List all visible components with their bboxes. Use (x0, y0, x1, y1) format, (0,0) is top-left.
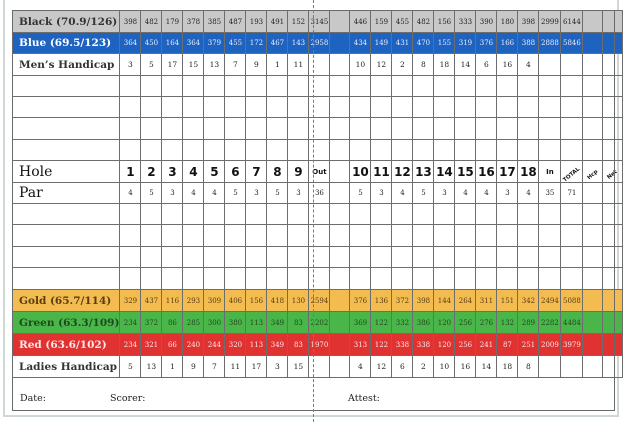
hole-value: 338 (391, 333, 414, 356)
hole-value: 241 (475, 333, 498, 356)
hole-value: 256 (454, 333, 477, 356)
hole-value: 83 (287, 333, 310, 356)
row-blue: Blue (69.5/123) 364 450 164 364 379 455 172 467 1… (11, 32, 624, 54)
hole-value: 390 (475, 10, 498, 33)
hole-value: 437 (140, 289, 163, 312)
hole-value: 86 (161, 311, 184, 334)
hole-value: 338 (412, 333, 435, 356)
net-cell (602, 10, 624, 33)
row-label: Black (70.9/126) (11, 10, 121, 33)
hole-value: 349 (266, 333, 289, 356)
hole-number: 15 (454, 160, 477, 183)
score-entry-row[interactable] (11, 139, 624, 161)
hole-value: 470 (412, 32, 435, 54)
grand-total: 5088 (560, 289, 584, 312)
hole-value: 398 (412, 289, 435, 312)
hole-value: 446 (349, 10, 372, 33)
hole-value: 309 (203, 289, 226, 312)
row-label: Red (63.6/102) (11, 333, 121, 356)
scorecard-table: Black (70.9/126) 398 482 179 378 385 487 193 491… (11, 10, 624, 378)
hcp-cell (582, 333, 604, 356)
hole-value: 87 (496, 333, 519, 356)
hole-value: 450 (140, 32, 163, 54)
hole-value: 113 (245, 311, 268, 334)
hole-value: 256 (454, 311, 477, 334)
grand-total: 6144 (560, 10, 584, 33)
hole-value: 300 (203, 311, 226, 334)
spacer-cell (329, 10, 351, 33)
net-cell (602, 355, 624, 378)
hole-value: 386 (412, 311, 435, 334)
score-entry-row[interactable] (11, 117, 624, 140)
row-label: Men’s Handicap (11, 53, 121, 76)
hole-value: 180 (496, 10, 519, 33)
attest-label: Attest: (348, 393, 380, 404)
hole-value: 289 (517, 311, 540, 334)
scorer-label: Scorer: (110, 393, 146, 404)
row-label: Green (63.3/109) (11, 311, 121, 334)
net-cell (602, 289, 624, 312)
hole-value: 18 (496, 355, 519, 378)
score-entry-row[interactable] (11, 75, 624, 97)
row-gold: Gold (65.7/114) 329 437 116 293 309 406 156 418 1… (11, 289, 624, 312)
hole-value: 380 (224, 311, 247, 334)
hole-value: 166 (496, 32, 519, 54)
hole-value: 293 (182, 289, 205, 312)
hole-value: 130 (287, 289, 310, 312)
hole-value: 66 (161, 333, 184, 356)
row-ladies-handicap: Ladies Handicap 5 13 1 9 7 11 17 3 15 4 12 6 2 10 16 14 1… (11, 355, 624, 378)
signature-footer: Date: Scorer: Attest: (12, 377, 615, 411)
hole-value: 122 (370, 311, 393, 334)
date-label: Date: (20, 393, 46, 404)
hole-value: 120 (433, 311, 456, 334)
hole-value: 193 (245, 10, 268, 33)
hole-value: 482 (412, 10, 435, 33)
net-cell (602, 311, 624, 334)
hole-value: 11 (224, 355, 247, 378)
hole-value: 376 (475, 32, 498, 54)
grand-total: 5846 (560, 32, 584, 54)
hole-value: 120 (433, 333, 456, 356)
hole-value: 156 (245, 289, 268, 312)
hole-value: 234 (119, 333, 142, 356)
hole-value: 83 (287, 311, 310, 334)
hole-value: 152 (287, 10, 310, 33)
hole-value: 264 (454, 289, 477, 312)
hole-value: 151 (496, 289, 519, 312)
hole-value: 13 (140, 355, 163, 378)
hole-value: 342 (517, 289, 540, 312)
hole-value: 398 (517, 10, 540, 33)
hole-value: 122 (370, 333, 393, 356)
row-label: Blue (69.5/123) (11, 32, 121, 54)
row-green: Green (63.3/109) 234 372 86 285 300 380 113 349 8… (11, 311, 624, 334)
hole-value: 311 (475, 289, 498, 312)
hole-value: 319 (454, 32, 477, 54)
in-total: 2888 (538, 32, 562, 54)
hole-value: 313 (349, 333, 372, 356)
hole-value: 9 (182, 355, 205, 378)
hole-value: 321 (140, 333, 163, 356)
hole-value: 155 (433, 32, 456, 54)
row-label: Ladies Handicap (11, 355, 121, 378)
net-cell (602, 32, 624, 54)
hole-value: 7 (203, 355, 226, 378)
hole-value: 16 (454, 355, 477, 378)
row-par: Par 4 5 3 4 4 5 3 5 3 36 5 3 4 5 3 4 4 3 4 35 71 (11, 182, 624, 204)
hole-value: 378 (182, 10, 205, 33)
fold-line (313, 0, 314, 422)
spacer-cell (329, 32, 351, 54)
row-mens-handicap: Men’s Handicap 3 5 17 15 13 7 9 1 11 10 12 2 8 18 14 6 16… (11, 53, 624, 76)
row-label: Gold (65.7/114) (11, 289, 121, 312)
